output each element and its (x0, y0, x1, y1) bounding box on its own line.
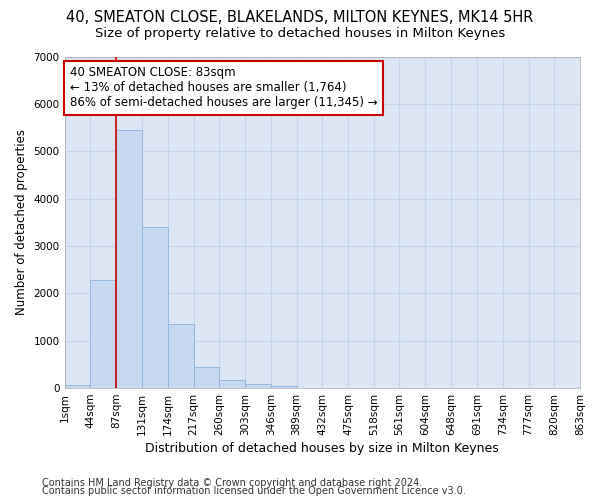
Text: Size of property relative to detached houses in Milton Keynes: Size of property relative to detached ho… (95, 28, 505, 40)
Bar (116, 130, 142, 388)
Bar (142, 227, 168, 388)
Text: 40 SMEATON CLOSE: 83sqm
← 13% of detached houses are smaller (1,764)
86% of semi: 40 SMEATON CLOSE: 83sqm ← 13% of detache… (70, 66, 377, 110)
Y-axis label: Number of detached properties: Number of detached properties (15, 130, 28, 316)
Text: Contains HM Land Registry data © Crown copyright and database right 2024.: Contains HM Land Registry data © Crown c… (42, 478, 422, 488)
Bar (168, 324, 194, 388)
Bar (271, 386, 296, 388)
X-axis label: Distribution of detached houses by size in Milton Keynes: Distribution of detached houses by size … (145, 442, 499, 455)
Text: Contains public sector information licensed under the Open Government Licence v3: Contains public sector information licen… (42, 486, 466, 496)
Bar (220, 380, 245, 388)
Bar (65, 385, 90, 388)
Text: 40, SMEATON CLOSE, BLAKELANDS, MILTON KEYNES, MK14 5HR: 40, SMEATON CLOSE, BLAKELANDS, MILTON KE… (67, 10, 533, 25)
Bar (245, 384, 271, 388)
Bar (194, 367, 220, 388)
Bar (90, 280, 116, 388)
